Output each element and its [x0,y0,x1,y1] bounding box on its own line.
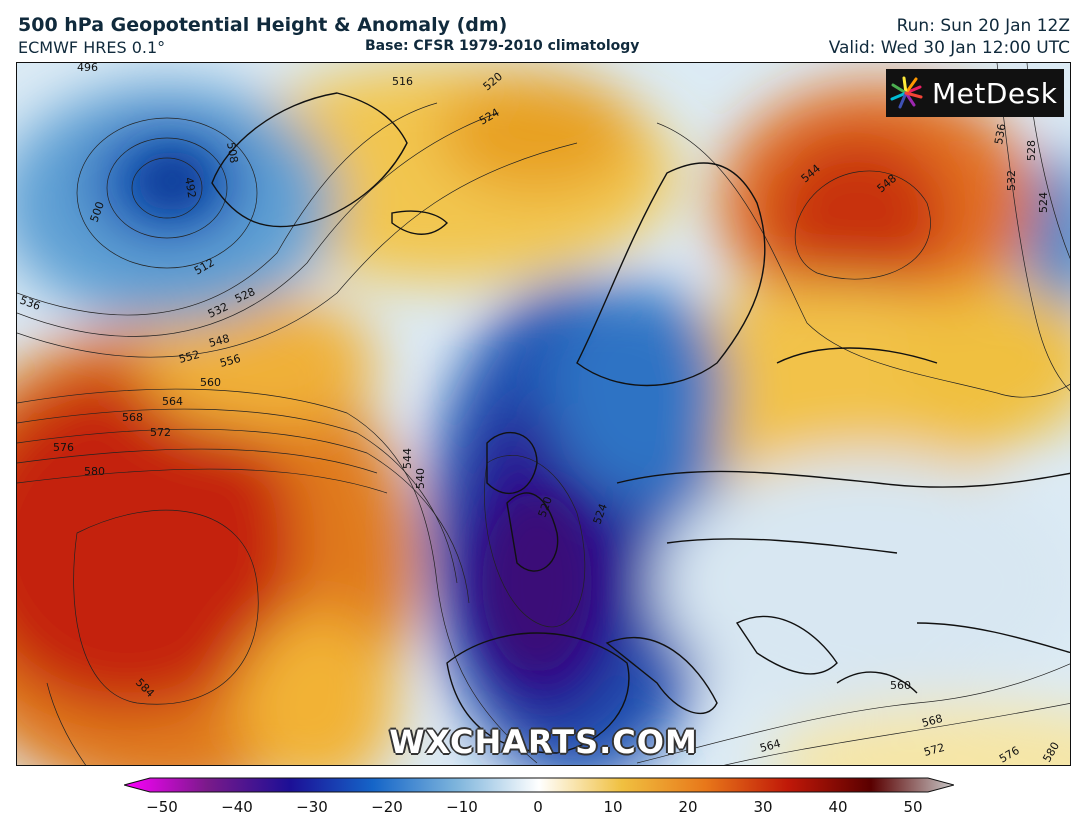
contour-label: 548 [207,332,231,350]
contour-label: 516 [392,75,413,88]
contour-label: 556 [218,352,242,370]
colorbar-tick: 0 [533,798,543,816]
colorbar-tick: 50 [903,798,923,816]
colorbar [124,777,954,793]
contour-label: 576 [53,441,74,454]
model-label: ECMWF HRES 0.1° [18,38,166,57]
colorbar-tick: 20 [678,798,698,816]
height-contours [17,63,1070,765]
contour-label: 580 [84,465,105,478]
anomaly-map: 496 492 500 508 512 516 520 524 528 532 … [16,62,1071,766]
contour-label: 492 [182,176,198,199]
contour-label: 572 [922,741,946,759]
contour-label: 524 [1037,192,1050,213]
climatology-base-label: Base: CFSR 1979-2010 climatology [365,38,640,54]
colorbar-tick: 40 [828,798,848,816]
anomaly-field [17,63,1070,765]
wxcharts-watermark: WXCHARTS.COM [389,723,698,761]
contour-label: 508 [224,141,240,164]
colorbar-tick: −50 [146,798,178,816]
coastlines [211,92,1070,754]
contour-label: 532 [1005,170,1018,191]
contour-label: 568 [122,411,143,424]
valid-time-label: Valid: Wed 30 Jan 12:00 UTC [828,38,1070,58]
run-time-label: Run: Sun 20 Jan 12Z [896,16,1070,36]
colorbar-gradient [124,777,954,793]
contour-label: 496 [77,63,98,74]
contour-label: 572 [150,426,171,439]
colorbar-tick: 10 [603,798,623,816]
contour-label: 560 [200,376,221,389]
contour-label: 564 [162,395,183,408]
contour-label: 564 [758,737,782,755]
colorbar-tick: −40 [221,798,253,816]
contour-label: 552 [177,348,201,366]
contour-label: 568 [920,712,944,730]
metdesk-starburst-icon [890,76,923,109]
colorbar-tick: −30 [296,798,328,816]
colorbar-tick: −10 [446,798,478,816]
contour-label: 544 [401,448,414,469]
colorbar-tick: −20 [371,798,403,816]
contour-label: 536 [992,123,1008,146]
metdesk-logo-text: MetDesk [932,76,1058,110]
colorbar-tick: 30 [753,798,773,816]
map-canvas: 496 492 500 508 512 516 520 524 528 532 … [17,63,1070,765]
chart-title: 500 hPa Geopotential Height & Anomaly (d… [18,14,508,36]
contour-label: 528 [1025,140,1038,161]
contour-label: 540 [414,468,427,489]
metdesk-logo: MetDesk [886,69,1064,117]
contour-label: 560 [890,679,911,692]
